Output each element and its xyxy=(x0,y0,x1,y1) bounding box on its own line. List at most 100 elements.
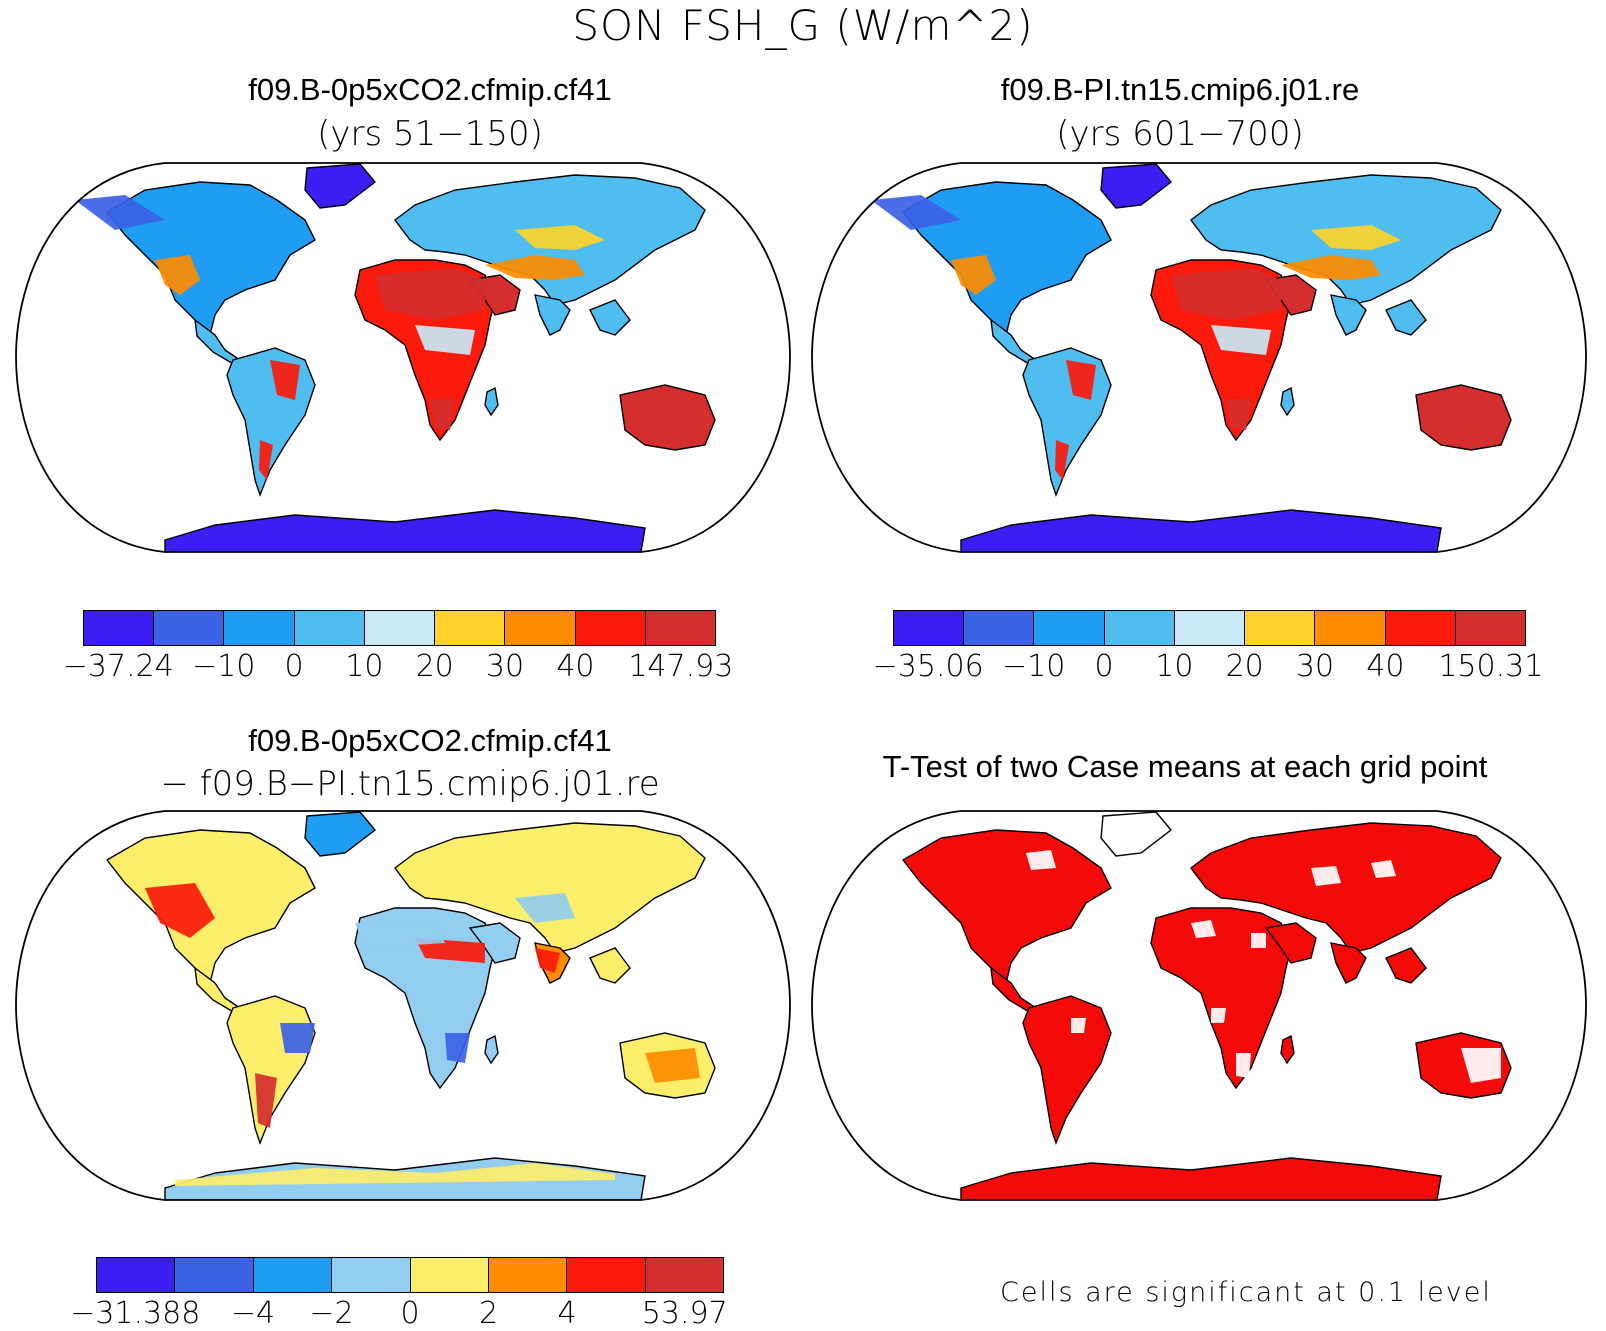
field-patch xyxy=(1281,255,1381,280)
figure-main-title: SON FSH_G (W/m^2) xyxy=(572,1,1034,50)
field-patch xyxy=(1071,1018,1086,1033)
field-patch xyxy=(515,893,575,923)
map-frame xyxy=(15,162,791,553)
landmass-eurasia xyxy=(1190,822,1502,954)
colorbar-swatch xyxy=(1104,611,1175,645)
colorbar-swatch xyxy=(1245,611,1316,645)
colorbar-swatch xyxy=(224,611,295,645)
colorbar-swatch xyxy=(505,611,576,645)
landmass-seAsia xyxy=(589,947,631,984)
panel-1-subtitle: (yrs 51−150) xyxy=(317,114,543,154)
colorbar-tick-label: 147.93 xyxy=(628,649,734,684)
field-patch xyxy=(415,325,475,355)
colorbar-tick-label: 20 xyxy=(415,649,454,684)
field-patch xyxy=(1371,860,1396,878)
field-patch xyxy=(1236,1053,1251,1078)
colorbar-tick-label: 0 xyxy=(1094,649,1114,684)
landmass-seAsia xyxy=(1385,947,1427,984)
field-patch xyxy=(1171,268,1281,320)
landmass-centralAmerica xyxy=(990,318,1038,366)
colorbar-swatch xyxy=(964,611,1035,645)
map-frame xyxy=(811,162,1587,553)
landmass-centralAmerica xyxy=(194,966,242,1014)
colorbar-swatch xyxy=(175,1258,254,1292)
field-patch xyxy=(1211,1008,1226,1023)
field-patch xyxy=(259,440,273,480)
colorbar-tick-label: 20 xyxy=(1225,649,1264,684)
field-patch xyxy=(1461,1048,1501,1083)
landmass-madagascar xyxy=(484,1034,499,1065)
panel-4-title: T-Test of two Case means at each grid po… xyxy=(882,749,1488,784)
landmass-india xyxy=(534,294,571,336)
panel-3-title: f09.B-0p5xCO2.cfmip.cf41 xyxy=(248,723,612,758)
landmass-antarctica xyxy=(164,509,646,552)
colorbar-tick-label: 30 xyxy=(1295,649,1335,684)
field-patch xyxy=(1311,225,1401,250)
landmass-india xyxy=(1330,942,1367,984)
landmass-greenland xyxy=(1100,163,1173,209)
field-patch xyxy=(270,360,300,400)
panel-2-title: f09.B-PI.tn15.cmip6.j01.re xyxy=(1000,72,1360,107)
landmass-madagascar xyxy=(1280,386,1295,417)
panel-3-subtitle: − f09.B−PI.tn15.cmip6.j01.re xyxy=(160,764,660,804)
colorbar-swatch xyxy=(1385,611,1456,645)
panel-3-colorbar-labels: −31.388 −4 −2 0 2 4 53.97 xyxy=(0,1297,800,1331)
landmass-antarctica xyxy=(960,509,1442,552)
landmass-centralAmerica xyxy=(990,966,1038,1014)
field-patch xyxy=(430,398,455,430)
colorbar-swatch xyxy=(1034,611,1105,645)
colorbar-tick-label: −10 xyxy=(1002,649,1066,684)
landmass-southAmerica xyxy=(226,995,316,1146)
landmass-arabia xyxy=(1264,922,1317,964)
field-patch xyxy=(280,1023,315,1053)
field-patch xyxy=(1251,933,1266,948)
landmass-southAmerica xyxy=(1022,347,1112,498)
panel-3-colorbar xyxy=(96,1257,724,1293)
field-patch xyxy=(1311,866,1341,886)
landmass-india xyxy=(1330,294,1367,336)
colorbar-swatch xyxy=(294,611,365,645)
map-frame xyxy=(811,810,1587,1201)
landmass-southAmerica xyxy=(226,347,316,498)
colorbar-tick-label: 40 xyxy=(1366,649,1405,684)
landmass-greenland xyxy=(1100,811,1173,857)
panel-4-map xyxy=(811,808,1587,1203)
colorbar-swatch xyxy=(154,611,225,645)
colorbar-tick-label: 10 xyxy=(345,649,384,684)
colorbar-tick-label: −35.06 xyxy=(872,649,984,684)
field-patch xyxy=(1226,398,1251,430)
panel-3-map xyxy=(15,808,791,1203)
colorbar-tick-label: −2 xyxy=(309,1296,354,1331)
landmass-africa xyxy=(1150,907,1292,1090)
panel-2-map xyxy=(811,160,1587,555)
panel-1-map xyxy=(15,160,791,555)
panel-2-subtitle: (yrs 601−700) xyxy=(1056,114,1304,154)
field-patch xyxy=(155,255,200,295)
colorbar-swatch xyxy=(575,611,646,645)
colorbar-swatch xyxy=(1174,611,1246,645)
landmass-northAmerica xyxy=(901,829,1112,985)
field-patch xyxy=(1211,325,1271,355)
colorbar-swatch xyxy=(645,611,715,645)
colorbar-swatch xyxy=(253,1258,333,1292)
landmass-seAsia xyxy=(589,299,631,336)
field-patch xyxy=(375,268,485,320)
field-patch xyxy=(951,255,996,295)
colorbar-swatch xyxy=(84,611,155,645)
colorbar-tick-label: −31.388 xyxy=(70,1296,201,1331)
field-patch xyxy=(1191,920,1216,938)
field-patch xyxy=(1055,440,1069,480)
colorbar-tick-label: 53.97 xyxy=(641,1296,728,1331)
field-patch xyxy=(515,225,605,250)
colorbar-swatch xyxy=(1315,611,1386,645)
colorbar-tick-label: −4 xyxy=(230,1296,276,1331)
colorbar-swatch xyxy=(410,1258,489,1292)
landmass-madagascar xyxy=(484,386,499,417)
field-patch xyxy=(485,255,585,280)
field-patch xyxy=(175,1163,615,1186)
landmass-seAsia xyxy=(1385,299,1427,336)
colorbar-swatch xyxy=(435,611,506,645)
colorbar-swatch xyxy=(364,611,436,645)
field-patch xyxy=(535,948,560,973)
colorbar-tick-label: −10 xyxy=(192,649,256,684)
